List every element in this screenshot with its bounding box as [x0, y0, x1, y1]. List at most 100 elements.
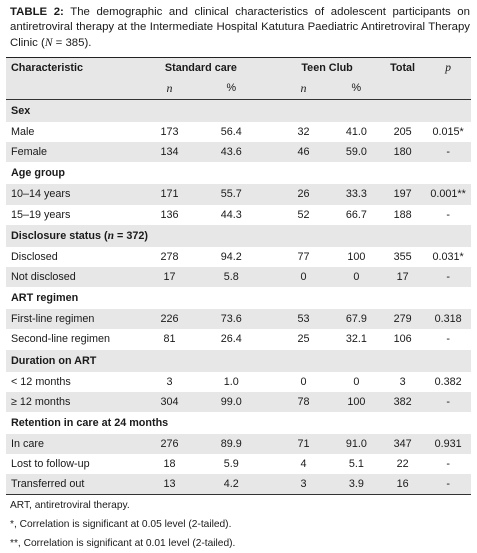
- row-label: Disclosed: [11, 250, 58, 263]
- table-row: In care 276 89.9 71 91.0 347 0.931: [6, 433, 471, 455]
- cell-total: 355: [393, 250, 412, 263]
- table-row: Disclosed 278 94.2 77 100 355 0.031*: [6, 247, 471, 267]
- cell-sc-n: 3: [166, 375, 173, 388]
- footnote: *, Correlation is significant at 0.05 le…: [10, 519, 232, 530]
- section-header-row: Duration on ART: [6, 349, 471, 372]
- row-label: Male: [11, 126, 35, 139]
- cell-total: 205: [393, 126, 412, 139]
- cell-tc-pct: 33.3: [332, 184, 380, 205]
- row-label: First-line regimen: [6, 309, 140, 330]
- cell-tc-pct: 59.0: [332, 142, 380, 163]
- row-label: < 12 months: [11, 375, 71, 388]
- row-label: Second-line regimen: [11, 333, 111, 346]
- table-row: Transferred out 13 4.2 3 3.9 16-: [6, 474, 471, 496]
- cell-total: 22: [396, 458, 409, 471]
- table-row: Male 173 56.4 32 41.0 205 0.015*: [6, 122, 471, 142]
- section-header-row: ART regimen: [6, 287, 471, 309]
- cell-sc-n: 171: [139, 184, 200, 205]
- header-tc-pct: %: [332, 77, 380, 100]
- cell-sc-n: 13: [139, 474, 200, 496]
- cell-tc-n: 0: [274, 266, 333, 288]
- caption-text: The demographic and clinical characteris…: [10, 6, 470, 49]
- cell-p-value: -: [446, 208, 450, 221]
- cell-sc-n: 81: [163, 333, 176, 346]
- cell-p-value: -: [446, 333, 450, 346]
- cell-sc-pct: 94.2: [220, 250, 242, 263]
- cell-tc-n: 4: [300, 458, 307, 471]
- cell-tc-n: 78: [274, 391, 333, 412]
- header-row-subcols: n % n %: [6, 77, 471, 100]
- cell-tc-n: 0: [300, 375, 307, 388]
- header-standard-care: Standard care: [139, 57, 263, 77]
- cell-p-value: -: [446, 458, 450, 471]
- cell-p-value: 0.001**: [425, 184, 471, 205]
- cell-tc-pct: 67.9: [332, 309, 380, 330]
- header-teen-club: Teen Club: [274, 57, 380, 77]
- cell-sc-pct: 99.0: [199, 391, 263, 412]
- cell-sc-n: 276: [139, 433, 200, 455]
- table-row: ≥ 12 months 304 99.0 78 100 382-: [6, 391, 471, 412]
- cell-total: 188: [393, 208, 412, 221]
- cell-tc-n: 53: [274, 309, 333, 330]
- cell-sc-n: 226: [139, 309, 200, 330]
- cell-tc-n: 32: [297, 126, 310, 139]
- cell-total: 279: [379, 309, 426, 330]
- cell-total: 17: [379, 266, 426, 288]
- cell-sc-n: 304: [139, 391, 200, 412]
- cell-sc-n: 134: [139, 142, 200, 163]
- cell-tc-n: 25: [297, 333, 310, 346]
- cell-p-value: -: [425, 391, 471, 412]
- header-total: Total: [379, 57, 426, 77]
- cell-sc-pct: 1.0: [223, 375, 239, 388]
- cell-tc-pct: 0: [332, 266, 380, 288]
- cell-tc-pct: 0: [353, 375, 360, 388]
- cell-sc-pct: 89.9: [199, 433, 263, 455]
- header-p: p: [425, 57, 471, 77]
- footnote: ART, antiretroviral therapy.: [10, 500, 130, 511]
- table-footnotes: ART, antiretroviral therapy. *, Correlat…: [10, 496, 470, 553]
- table-row: Not disclosed 17 5.8 0 0 17-: [6, 266, 471, 288]
- section-header-row: Age group: [6, 162, 471, 184]
- cell-tc-pct: 32.1: [345, 333, 367, 346]
- cell-tc-pct: 3.9: [332, 474, 380, 496]
- cell-total: 106: [393, 333, 412, 346]
- table-row: < 12 months 3 1.0 0 0 3 0.382: [6, 372, 471, 392]
- cell-sc-pct: 44.3: [220, 208, 242, 221]
- cell-sc-pct: 55.7: [199, 184, 263, 205]
- table-row: First-line regimen 226 73.6 53 67.9 279 0.318: [6, 309, 471, 330]
- header-characteristic: Characteristic: [6, 57, 140, 77]
- section-header-row: Disclosure status (n = 372): [6, 224, 471, 247]
- cell-tc-pct: 41.0: [345, 126, 367, 139]
- row-label: Lost to follow-up: [11, 458, 90, 471]
- cell-total: 382: [379, 391, 426, 412]
- cell-sc-n: 278: [160, 250, 179, 263]
- section-title: Duration on ART: [6, 349, 471, 372]
- header-row-groups: Characteristic Standard care Teen Club T…: [6, 57, 471, 77]
- cell-sc-pct: 5.8: [199, 266, 263, 288]
- header-sc-pct: %: [199, 77, 263, 100]
- cell-p-value: 0.318: [425, 309, 471, 330]
- section-title: ART regimen: [11, 292, 79, 305]
- cell-sc-n: 173: [160, 126, 179, 139]
- cell-sc-pct: 73.6: [199, 309, 263, 330]
- table-row: 10–14 years 171 55.7 26 33.3 197 0.001**: [6, 184, 471, 205]
- table-label: TABLE 2:: [10, 6, 64, 18]
- section-header-row: Sex: [6, 99, 471, 122]
- caption-n-symbol: N: [44, 36, 53, 49]
- cell-tc-n: 46: [274, 142, 333, 163]
- cell-tc-n: 3: [274, 474, 333, 496]
- cell-p-value: -: [425, 142, 471, 163]
- cell-p-value: 0.015*: [432, 126, 464, 139]
- row-label: Transferred out: [6, 474, 140, 496]
- cell-total: 180: [379, 142, 426, 163]
- caption-n-value: = 385).: [52, 36, 92, 49]
- table-row: Female 134 43.6 46 59.0 180-: [6, 142, 471, 163]
- cell-tc-pct: 100: [332, 391, 380, 412]
- section-title: Age group: [11, 167, 65, 180]
- cell-tc-n: 26: [274, 184, 333, 205]
- cell-total: 197: [379, 184, 426, 205]
- cell-sc-pct: 5.9: [223, 458, 239, 471]
- cell-total: 347: [379, 433, 426, 455]
- cell-p-value: -: [425, 266, 471, 288]
- cell-tc-pct: 66.7: [345, 208, 367, 221]
